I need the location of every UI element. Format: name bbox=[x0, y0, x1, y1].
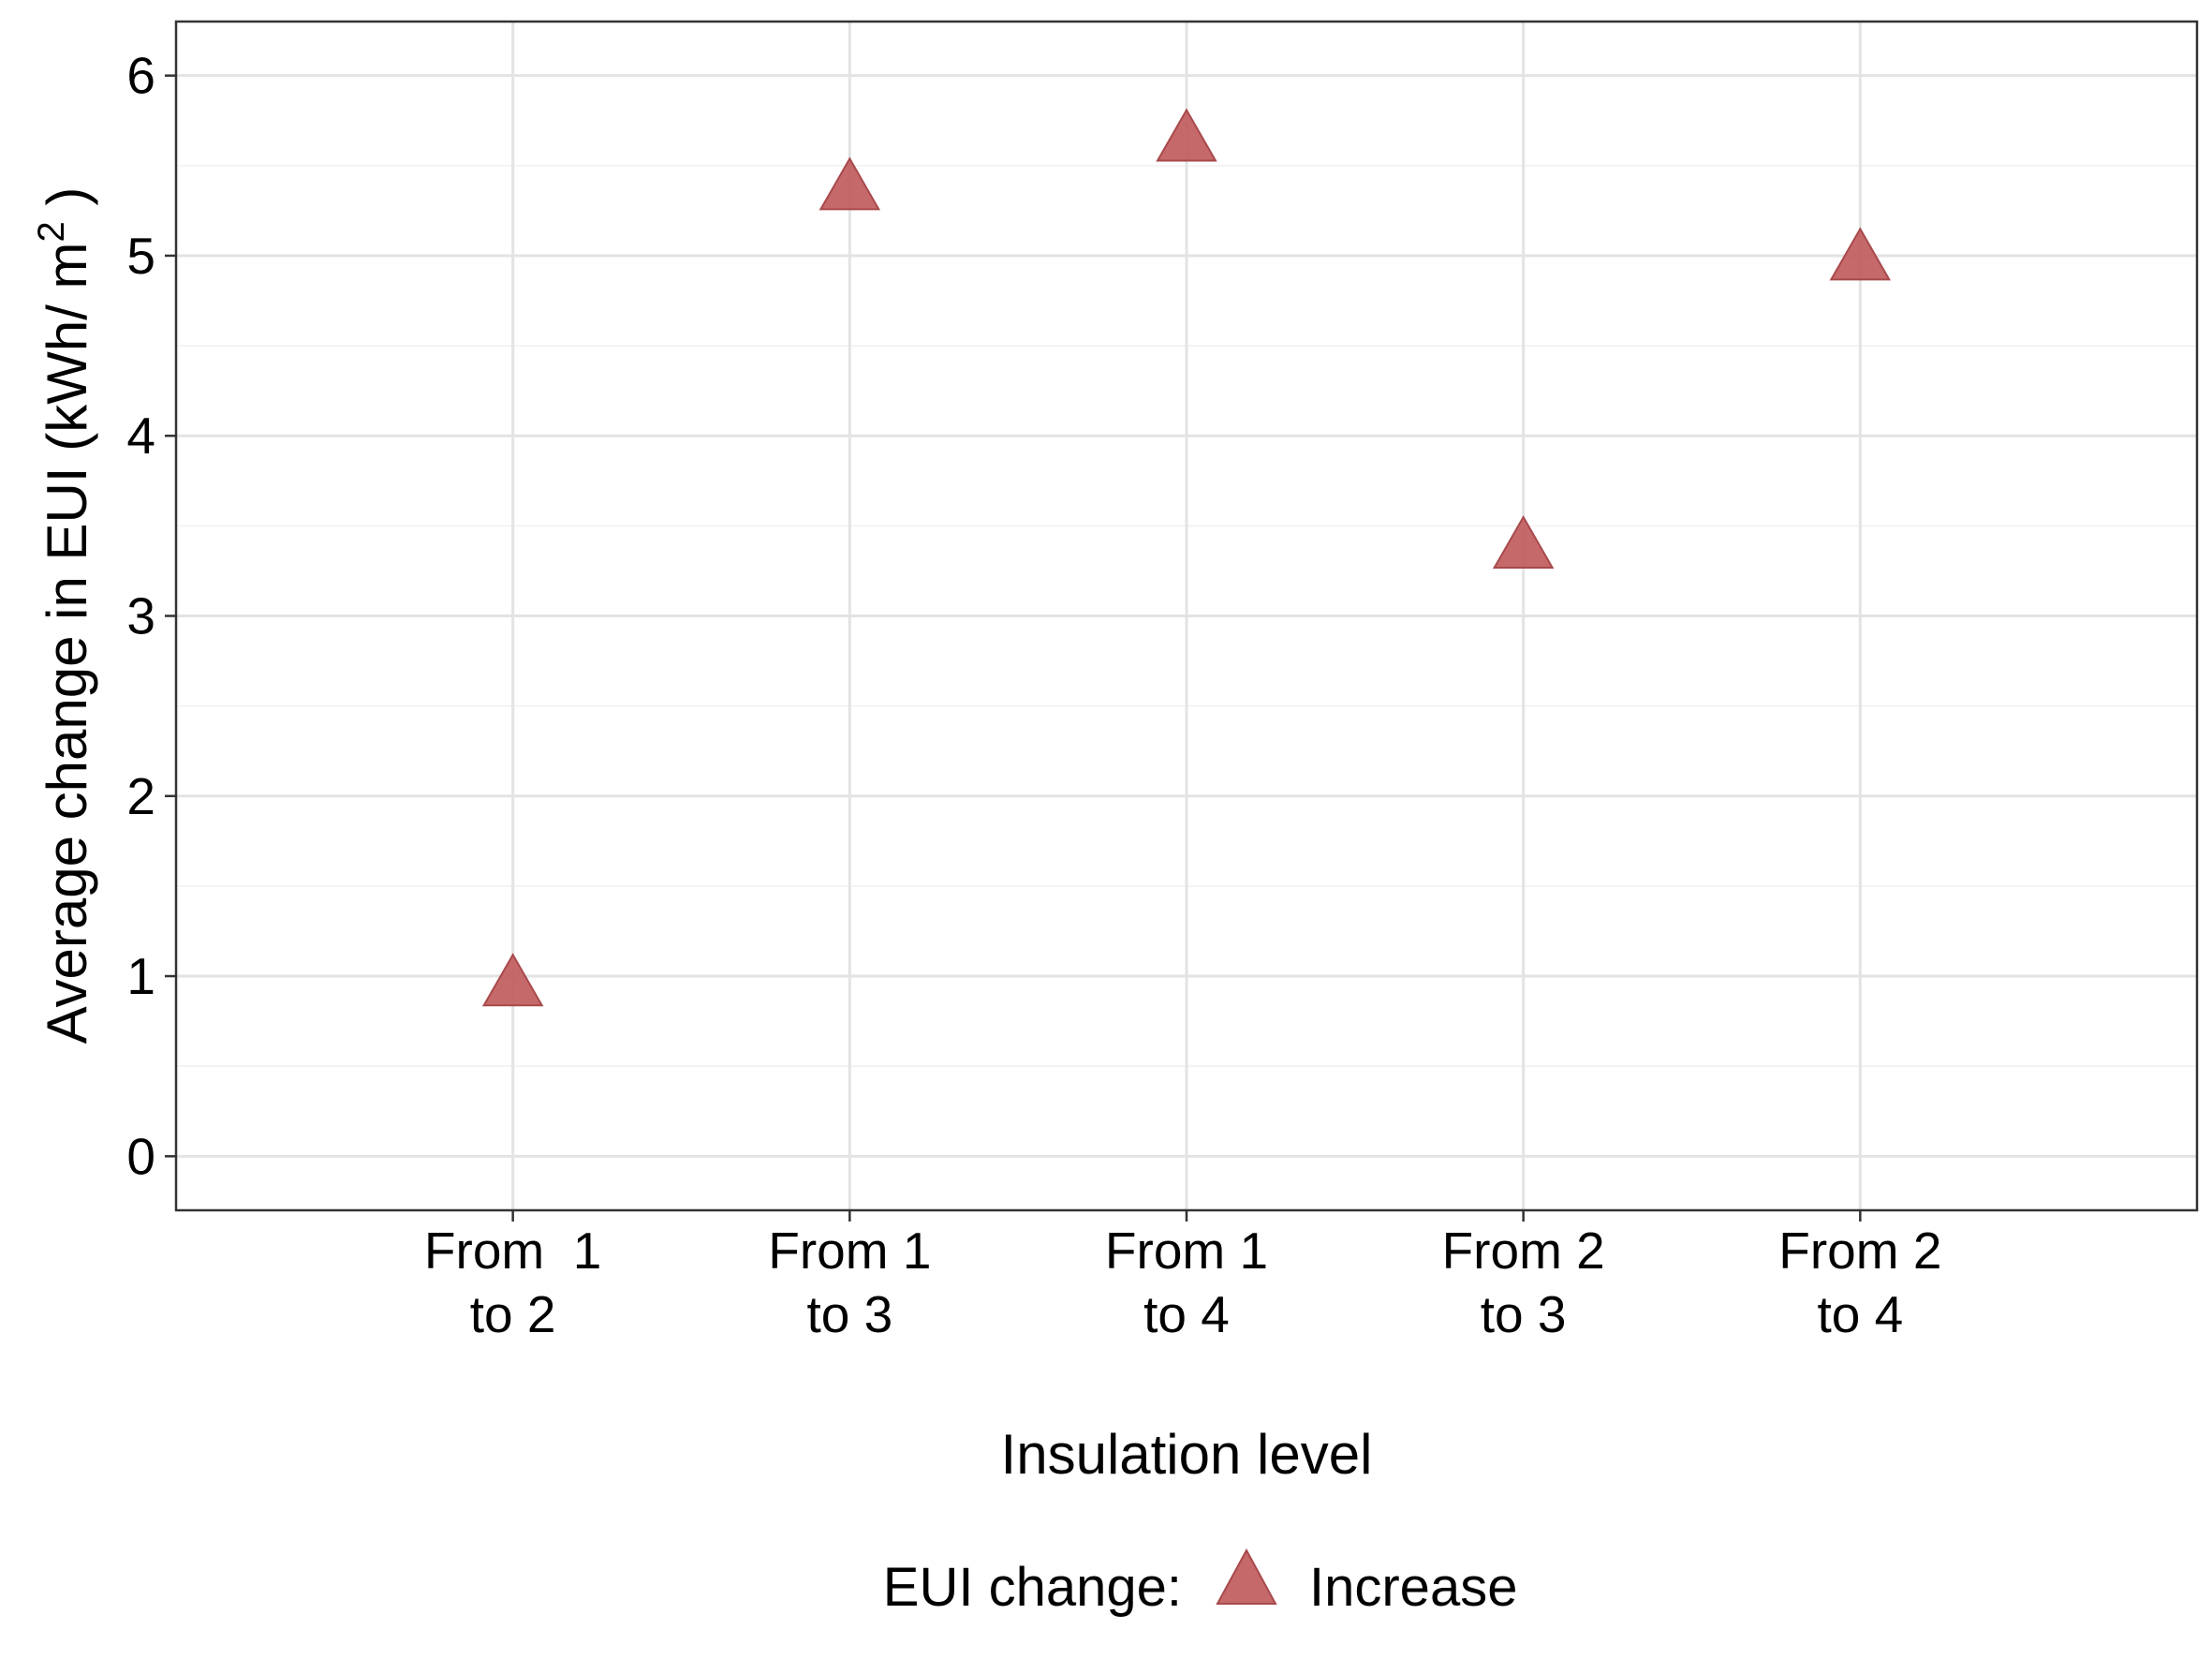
x-tick-label: From 1 to 3 bbox=[768, 1222, 931, 1343]
data-point-triangle bbox=[1492, 515, 1555, 570]
y-axis-title-main: Average change in EUI (kWh/ m bbox=[36, 242, 98, 1044]
legend-label-increase: Increase bbox=[1309, 1557, 1517, 1618]
x-tick-label: From 1 to 4 bbox=[1105, 1222, 1268, 1343]
x-tick-label: From 2 to 3 bbox=[1442, 1222, 1605, 1343]
x-axis-title: Insulation level bbox=[1001, 1423, 1373, 1486]
data-point-triangle bbox=[1829, 227, 1892, 281]
y-tick-label: 4 bbox=[126, 407, 155, 465]
legend: EUI change: Increase bbox=[883, 1548, 1517, 1618]
grid-lines bbox=[176, 22, 2197, 1210]
y-tick-label: 5 bbox=[126, 227, 155, 285]
legend-key-triangle bbox=[1216, 1548, 1277, 1605]
y-tick-label: 1 bbox=[126, 947, 155, 1005]
data-point-triangle bbox=[1156, 108, 1217, 162]
data-point-triangle bbox=[481, 953, 544, 1007]
legend-title: EUI change: bbox=[883, 1557, 1182, 1618]
y-tick-label: 6 bbox=[126, 47, 155, 105]
y-tick-label: 3 bbox=[126, 587, 155, 645]
y-axis-title-superscript: 2 bbox=[31, 221, 72, 242]
y-tick-label: 0 bbox=[126, 1127, 155, 1185]
y-tick-label: 2 bbox=[126, 767, 155, 825]
data-point-triangle bbox=[818, 156, 881, 211]
x-tick-label: From 2 to 4 bbox=[1778, 1222, 1941, 1343]
data-points bbox=[481, 108, 1892, 1007]
x-tick-label: From 1 to 2 bbox=[424, 1222, 601, 1343]
y-axis-title: Average change in EUI (kWh/ m2 ) bbox=[31, 187, 98, 1044]
y-axis-title-close: ) bbox=[36, 187, 98, 222]
axes: 0 1 2 3 4 5 6 From 1 to 2 From 1 to 3 From 1 to 4 Fro… bbox=[126, 47, 1941, 1343]
